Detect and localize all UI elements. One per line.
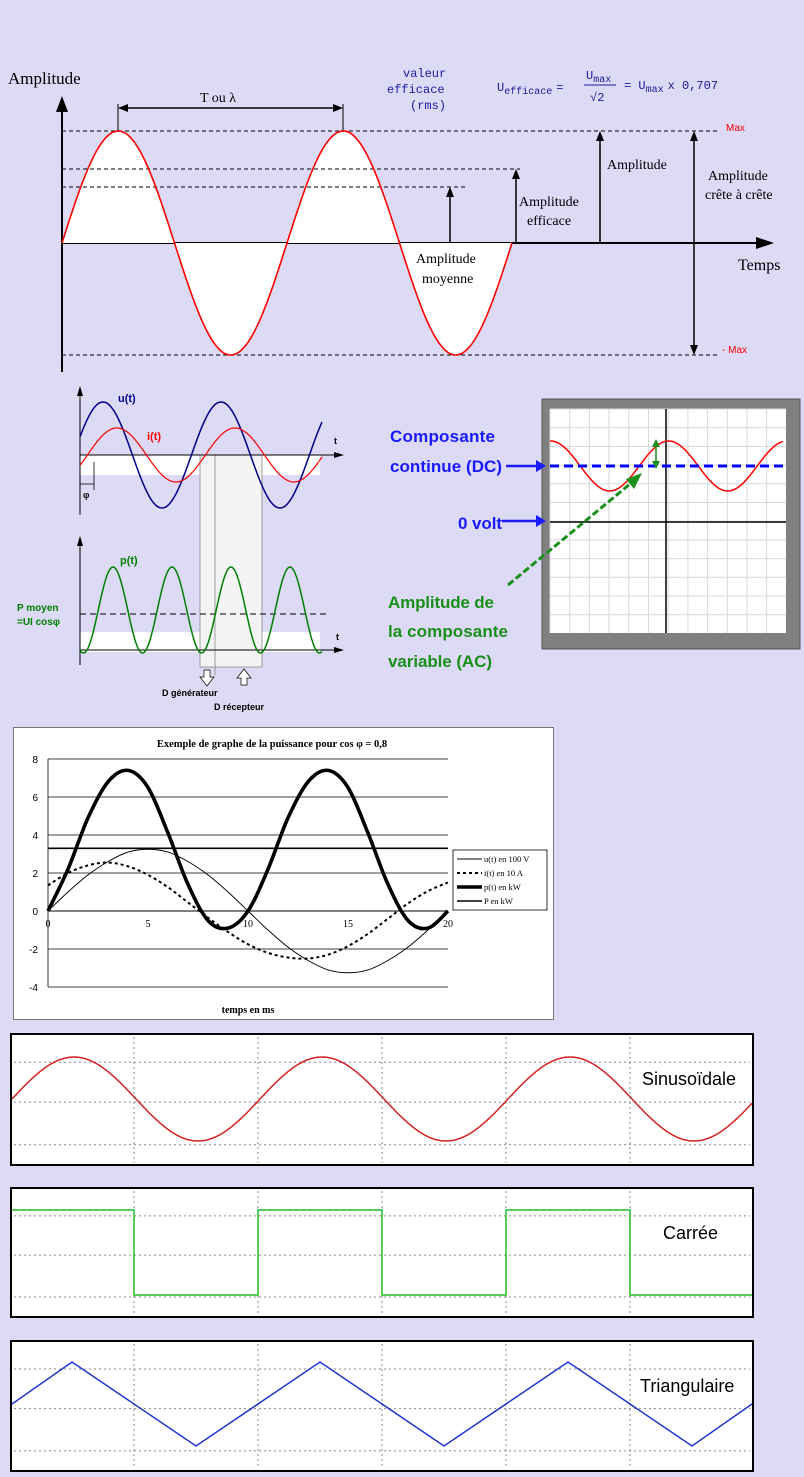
chart-y-tick: 8 bbox=[32, 755, 38, 766]
amplitude-efficace-label-2: efficace bbox=[527, 214, 571, 229]
i-label: i(t) bbox=[147, 431, 161, 443]
chart-x-tick: 15 bbox=[343, 919, 353, 930]
y-axis-label: Amplitude bbox=[8, 69, 81, 88]
amplitude-moyenne-label-2: moyenne bbox=[422, 272, 473, 287]
u-label: u(t) bbox=[118, 393, 136, 405]
svg-text:√2: √2 bbox=[590, 91, 604, 105]
chart-x-tick: 5 bbox=[146, 919, 151, 930]
chart-series-line-2 bbox=[46, 768, 450, 931]
chart-title: Exemple de graphe de la puissance pour c… bbox=[157, 739, 387, 750]
chart-y-tick: 0 bbox=[32, 907, 38, 918]
waveform-square-label: Carrée bbox=[663, 1223, 718, 1243]
dc-label-1: Composante bbox=[390, 427, 495, 446]
waveform-sine: Sinusoïdale bbox=[10, 1033, 754, 1166]
p-mean-label-2: =UI cosφ bbox=[17, 617, 60, 628]
chart-y-tick: -4 bbox=[29, 983, 38, 994]
min-label: - Max bbox=[722, 345, 747, 356]
chart-y-tick: 4 bbox=[32, 831, 38, 842]
d-receiver-label: D récepteur bbox=[214, 702, 265, 712]
x-axis-label: Temps bbox=[738, 257, 780, 274]
dc-label-2: continue (DC) bbox=[390, 457, 502, 476]
waveform-triangle-label: Triangulaire bbox=[640, 1376, 734, 1396]
chart-y-tick: 2 bbox=[32, 869, 38, 880]
waveform-sine-label: Sinusoïdale bbox=[642, 1069, 736, 1089]
p-label: p(t) bbox=[120, 555, 138, 567]
amplitude-efficace-label-1: Amplitude bbox=[519, 195, 579, 210]
svg-text:Uefficace=: Uefficace = bbox=[497, 81, 563, 98]
rms-formula: Uefficace = Umax √2 = Umax x 0,707 bbox=[497, 69, 718, 105]
chart-series-line-1 bbox=[47, 861, 449, 960]
chart-legend-label: i(t) en 10 A bbox=[484, 868, 524, 878]
period-label: T ou λ bbox=[200, 91, 236, 106]
chart-legend-box bbox=[452, 849, 548, 911]
sine-amplitude-diagram: Amplitude Temps T ou λ valeur efficace (… bbox=[0, 0, 804, 380]
svg-text:Umax: Umax bbox=[586, 69, 611, 86]
amplitude-moyenne-label-1: Amplitude bbox=[416, 252, 476, 267]
chart-legend-label: u(t) en 100 V bbox=[484, 854, 530, 864]
chart-x-tick: 20 bbox=[443, 919, 453, 930]
waveform-triangle: Triangulaire bbox=[10, 1340, 754, 1472]
chart-y-tick: -2 bbox=[29, 945, 38, 956]
ac-label-1: Amplitude de bbox=[388, 593, 494, 612]
chart-x-tick: 10 bbox=[243, 919, 253, 930]
rms-label-2: efficace bbox=[387, 83, 445, 97]
t-label-top: t bbox=[334, 436, 337, 446]
chart-legend-label: P en kW bbox=[484, 896, 513, 906]
t-label-bottom: t bbox=[336, 632, 339, 642]
d-generator-label: D générateur bbox=[162, 688, 218, 698]
chart-x-tick: 0 bbox=[46, 919, 51, 930]
rms-label-3: (rms) bbox=[410, 99, 446, 113]
rms-label-1: valeur bbox=[403, 67, 446, 81]
peak-to-peak-label-2: crête à crête bbox=[705, 188, 773, 203]
p-mean-label-1: P moyen bbox=[17, 603, 59, 614]
peak-to-peak-label-1: Amplitude bbox=[708, 169, 768, 184]
power-chart: Exemple de graphe de la puissance pour c… bbox=[13, 727, 554, 1020]
waveform-square: Carrée bbox=[10, 1187, 754, 1318]
ac-label-2: la composante bbox=[388, 622, 508, 641]
chart-y-tick: 6 bbox=[32, 793, 38, 804]
max-label: Max bbox=[726, 123, 745, 134]
amplitude-label: Amplitude bbox=[607, 158, 667, 173]
phi-label: φ bbox=[83, 490, 90, 500]
power-diagram: u(t) i(t) t φ p(t) t P moyen =UI cosφ D … bbox=[0, 380, 360, 720]
chart-legend-label: p(t) en kW bbox=[484, 882, 521, 892]
chart-xlabel: temps en ms bbox=[222, 1005, 275, 1016]
zero-label: 0 volt bbox=[458, 514, 502, 533]
oscilloscope-diagram: Composante continue (DC) 0 volt Amplitud… bbox=[380, 395, 804, 695]
ac-label-3: variable (AC) bbox=[388, 652, 492, 671]
